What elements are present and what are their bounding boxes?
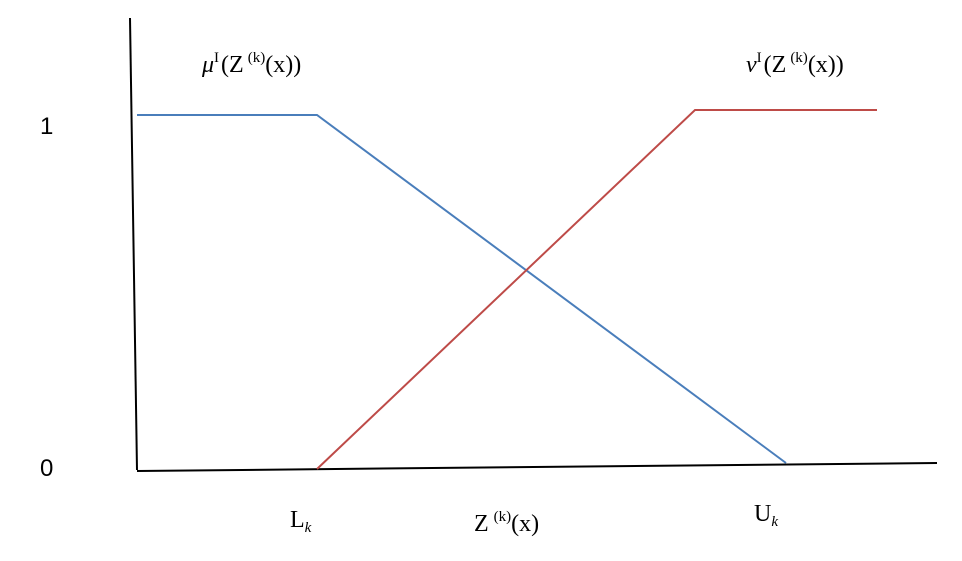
y-axis <box>129 17 138 471</box>
y-label: 1 <box>40 113 53 140</box>
superscript: I <box>757 50 762 66</box>
superscript: I <box>214 50 219 66</box>
curve-label: νI(Z (k)(x)) <box>746 50 844 78</box>
argument-end: (x)) <box>808 52 844 78</box>
mu-curve <box>137 114 787 464</box>
subscript: k <box>305 520 312 536</box>
curve-label: μI(Z (k)(x)) <box>201 50 301 78</box>
subscript: k <box>771 514 778 530</box>
superscript: (k) <box>790 50 808 66</box>
x-axis <box>136 462 938 472</box>
y-label: 0 <box>40 455 53 482</box>
argument: (Z <box>221 52 244 78</box>
x-label: Z (k)(x) <box>474 509 539 537</box>
label-text: L <box>290 507 305 533</box>
label-text: Z <box>474 511 489 537</box>
label-text: U <box>754 501 771 527</box>
symbol: μ <box>201 52 214 78</box>
nu-curve <box>316 109 877 470</box>
superscript: (k) <box>494 509 512 525</box>
argument: (Z <box>764 52 787 78</box>
x-label: Uk <box>754 501 778 530</box>
symbol: ν <box>746 52 757 78</box>
argument-end: (x)) <box>265 52 301 78</box>
label-end: (x) <box>511 511 539 537</box>
x-label: Lk <box>290 507 312 536</box>
superscript: (k) <box>248 50 266 66</box>
